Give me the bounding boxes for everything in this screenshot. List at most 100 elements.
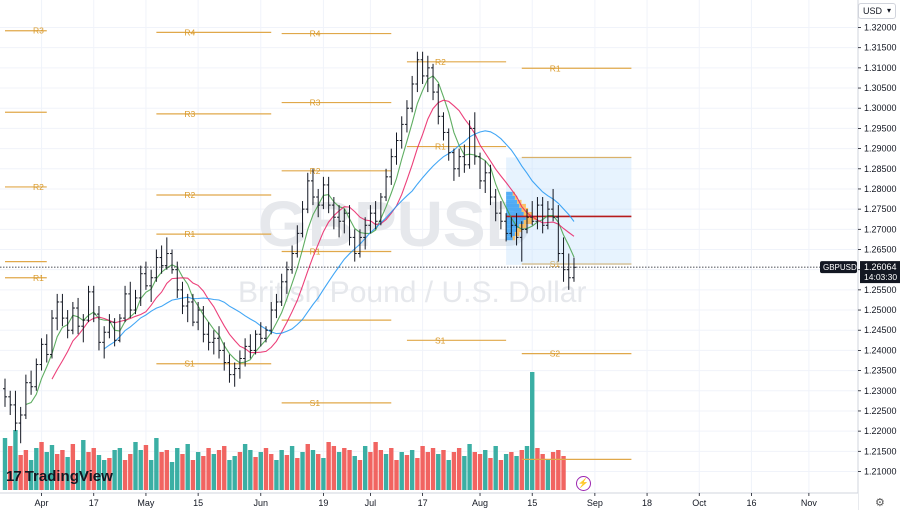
pivot-label: R3 [184, 109, 195, 119]
volume-bar [462, 456, 467, 490]
volume-bar [467, 444, 472, 490]
volume-bar [289, 446, 295, 490]
volume-bar [2, 438, 8, 490]
price-tick-label: 1.30500 [864, 83, 897, 93]
volume-bar [404, 455, 410, 490]
time-tick-label: 17 [418, 498, 428, 508]
ohlc-bar [138, 265, 143, 307]
ohlc-bar [91, 285, 96, 323]
volume-profile-up-row [506, 232, 515, 237]
pivot-label: S1 [184, 359, 195, 369]
ohlc-bar [373, 201, 378, 230]
ohlc-bar [331, 197, 336, 230]
price-tick-label: 1.23000 [864, 386, 897, 396]
time-axis-background [0, 493, 858, 510]
volume-bar [477, 454, 483, 490]
volume-bar [81, 440, 86, 490]
volume-bar [530, 372, 535, 490]
pivot-label: R1 [184, 229, 195, 239]
price-tick-label: 1.31000 [864, 63, 897, 73]
tradingview-mark-icon: 17 [6, 468, 22, 485]
volume-bar [451, 452, 457, 490]
volume-bar [107, 458, 112, 490]
time-tick-label: Apr [35, 498, 49, 508]
pivot-label: S2 [550, 349, 561, 359]
ohlc-bar [384, 168, 389, 202]
volume-bar [316, 454, 321, 490]
lightning-icon[interactable]: ⚡ [576, 476, 591, 491]
ohlc-bar [39, 338, 44, 371]
volume-bar [28, 460, 34, 490]
ohlc-bar [535, 197, 540, 230]
volume-bar [70, 444, 76, 490]
volume-bar [347, 450, 352, 490]
grid-lines [0, 0, 858, 493]
pivot-label: R3 [33, 26, 44, 36]
currency-selector[interactable]: USD ▾ [858, 3, 896, 19]
time-tick-label: 16 [746, 498, 756, 508]
volume-bar [378, 450, 384, 490]
price-tick-label: 1.26500 [864, 245, 897, 255]
volume-bar [498, 460, 504, 490]
time-axis[interactable]: Apr 17 May 15 Jun 19 Jul 17 Aug 15 Sep 18 Oct 16 Nov [0, 492, 858, 510]
price-tick-label: 1.28000 [864, 184, 897, 194]
volume-bar [154, 438, 159, 490]
pivot-label: R4 [310, 29, 321, 39]
gear-icon[interactable]: ⚙ [875, 497, 885, 509]
ohlc-bar [394, 132, 399, 165]
ohlc-bar [514, 213, 519, 246]
ohlc-bar [117, 314, 122, 343]
symbol-watermark: GBPUSD British Pound / U.S. Dollar [238, 188, 586, 309]
volume-bar [519, 450, 524, 490]
volume-profile-up-row [506, 224, 520, 229]
last-price-value: 1.26064 [864, 262, 897, 272]
volume-bar [472, 452, 477, 490]
volume-bar [550, 452, 556, 490]
ohlc-bar [76, 297, 81, 335]
ohlc-bar [478, 152, 483, 189]
pivot-label: R2 [184, 190, 195, 200]
volume-bar [248, 450, 253, 490]
price-tick-label: 1.22000 [864, 426, 897, 436]
volume-profile-down-row [512, 191, 515, 196]
price-tick-label: 1.27500 [864, 204, 897, 214]
ohlc-bar [217, 326, 222, 359]
volume-profile-up-row [506, 216, 526, 221]
ohlc-bar [540, 197, 545, 234]
watermark-subtitle: British Pound / U.S. Dollar [238, 276, 586, 309]
volume-bar [561, 456, 566, 490]
volume-bar [389, 448, 394, 490]
time-tick-label: 19 [318, 498, 328, 508]
ohlc-bar [363, 217, 368, 250]
time-tick-label: Jul [365, 498, 377, 508]
symbol-tag-text: GBPUSD [823, 263, 857, 272]
ohlc-bar [290, 245, 295, 274]
ohlc-bar [18, 406, 23, 444]
ohlc-bar [441, 112, 446, 141]
ohlc-bar [29, 370, 34, 395]
volume-bar [488, 458, 493, 490]
volume-bar [49, 445, 55, 490]
ohlc-bar [368, 205, 373, 234]
volume-bar [169, 462, 175, 490]
volume-bar [253, 457, 258, 490]
ohlc-bar [436, 84, 441, 125]
volume-profile-down-row [523, 220, 533, 225]
ohlc-bar [227, 354, 232, 383]
price-axis[interactable]: 1.32000 1.31500 1.31000 1.30500 1.30000 1.295… [857, 0, 900, 510]
volume-bar [556, 450, 561, 490]
ohlc-bar [310, 168, 315, 206]
price-tick-label: 1.27000 [864, 224, 897, 234]
ohlc-bar [509, 217, 514, 238]
price-tick-label: 1.24000 [864, 345, 897, 355]
watermark-title: GBPUSD [258, 188, 532, 260]
volume-profile-up-row [506, 207, 522, 212]
ohlc-bar [49, 310, 54, 359]
volume-bar [425, 452, 431, 490]
currency-label: USD [863, 6, 883, 16]
price-tick-label: 1.21000 [864, 467, 897, 477]
ohlc-bar [561, 237, 566, 282]
ohlc-bar [352, 229, 357, 262]
volume-bar [65, 457, 70, 490]
